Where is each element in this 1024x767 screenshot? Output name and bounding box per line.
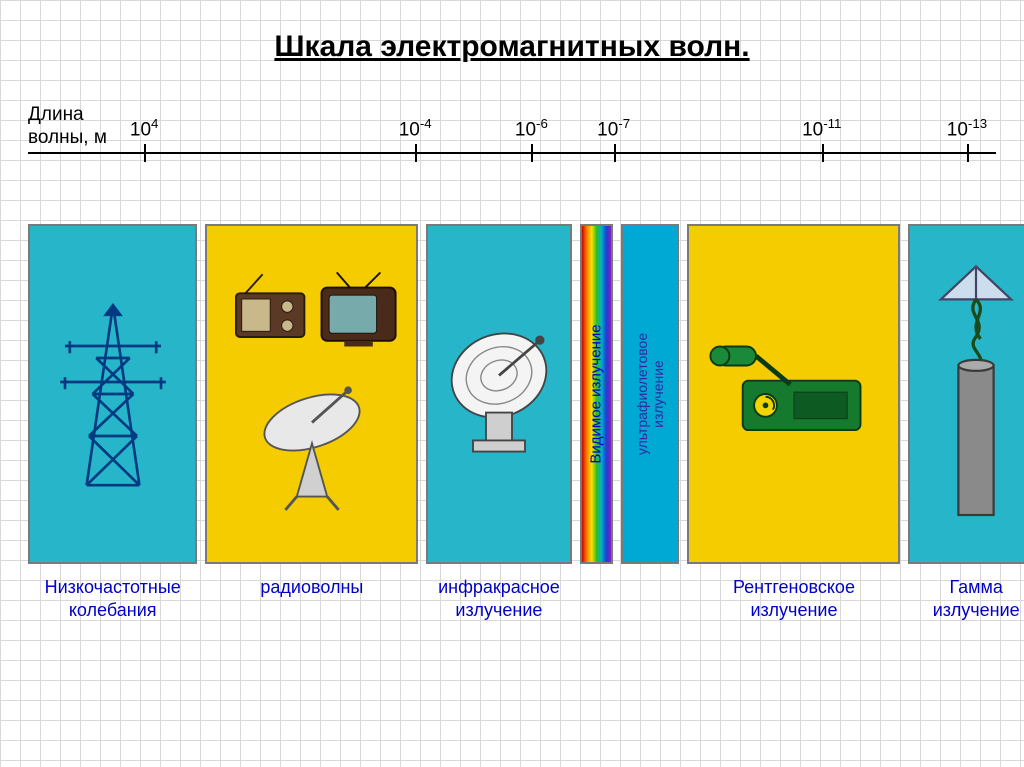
band-radio bbox=[205, 224, 418, 564]
caption-visible bbox=[580, 576, 614, 621]
caption-infrared: инфракрасноеизлучение bbox=[426, 576, 571, 621]
dish-ir-icon bbox=[428, 226, 569, 562]
tower-icon bbox=[30, 226, 195, 562]
caption-gamma: Гаммаизлучение bbox=[908, 576, 1024, 621]
caption-uv bbox=[621, 576, 679, 621]
axis-tick bbox=[822, 144, 824, 162]
spectrum-bands: Видимое излучение ультрафиолетовоеизлучен… bbox=[28, 224, 996, 564]
axis-label-line1: Длина bbox=[28, 104, 84, 125]
band-uv: ультрафиолетовоеизлучение bbox=[621, 224, 679, 564]
axis-tick bbox=[614, 144, 616, 162]
caption-low-freq: Низкочастотныеколебания bbox=[28, 576, 197, 621]
axis-tick bbox=[415, 144, 417, 162]
caption-radio: радиоволны bbox=[205, 576, 418, 621]
axis-tick-label: 104 bbox=[130, 116, 159, 141]
axis-tick bbox=[531, 144, 533, 162]
page-title: Шкала электромагнитных волн. bbox=[18, 30, 1006, 64]
axis-tick-label: 10-7 bbox=[597, 116, 630, 141]
captions-row: Низкочастотныеколебаниярадиоволныинфракр… bbox=[28, 576, 996, 621]
caption-xray: Рентгеновскоеизлучение bbox=[687, 576, 900, 621]
wavelength-axis: Длина волны, м 104 10-4 10-6 10-7 10-11 10-13 bbox=[28, 104, 996, 194]
band-visible: Видимое излучение bbox=[580, 224, 614, 564]
band-low-freq bbox=[28, 224, 197, 564]
band-vertical-label: Видимое излучение bbox=[588, 324, 605, 463]
axis-tick bbox=[144, 144, 146, 162]
band-gamma bbox=[908, 224, 1024, 564]
axis-label: Длина волны, м bbox=[28, 104, 107, 150]
axis-tick-label: 10-4 bbox=[399, 116, 432, 141]
radio-icon bbox=[207, 226, 416, 562]
axis-tick-label: 10-11 bbox=[802, 116, 841, 141]
band-vertical-label: ультрафиолетовоеизлучение bbox=[634, 333, 666, 455]
axis-tick bbox=[967, 144, 969, 162]
xray-icon bbox=[689, 226, 898, 562]
axis-tick-label: 10-6 bbox=[515, 116, 548, 141]
axis-line bbox=[28, 152, 996, 154]
rod-icon bbox=[910, 226, 1024, 562]
band-infrared bbox=[426, 224, 571, 564]
band-xray bbox=[687, 224, 900, 564]
axis-label-line2: волны, м bbox=[28, 127, 107, 148]
axis-tick-label: 10-13 bbox=[947, 116, 987, 141]
